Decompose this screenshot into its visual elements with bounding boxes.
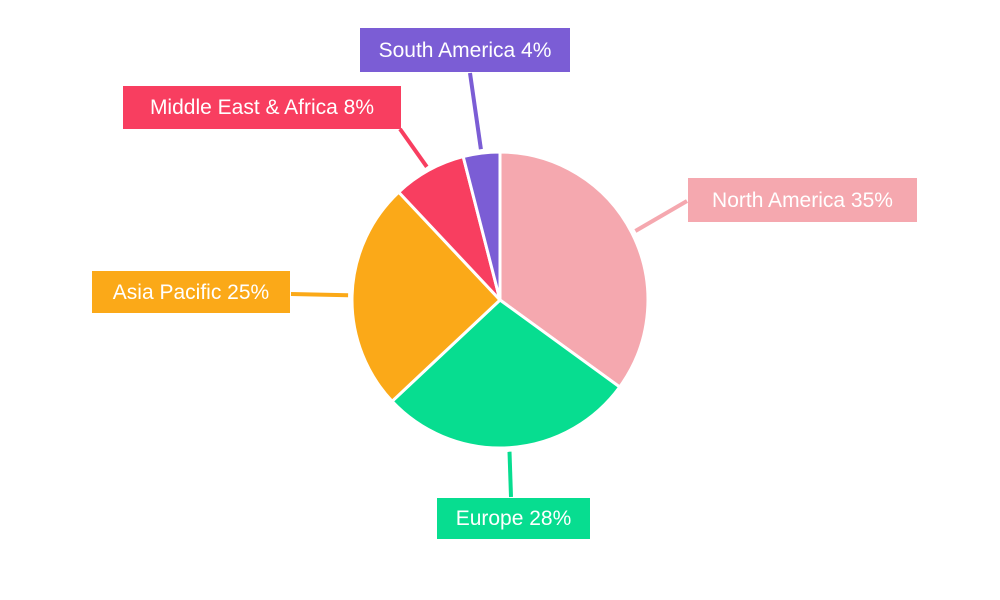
- callout-asia-pacific: Asia Pacific 25%: [92, 271, 290, 313]
- leader-line-middle-east-africa: [398, 127, 429, 168]
- leader-line-europe: [507, 451, 513, 498]
- pie-slice-north-america[interactable]: [498, 150, 650, 389]
- callout-south-america: South America 4%: [360, 28, 570, 72]
- leader-line-north-america: [634, 199, 689, 233]
- pie-slice-europe[interactable]: [390, 298, 622, 450]
- pie-slice-asia-pacific[interactable]: [350, 190, 502, 403]
- leader-line-south-america: [468, 72, 483, 150]
- leader-line-asia-pacific: [290, 292, 349, 298]
- callout-middle-east-africa: Middle East & Africa 8%: [123, 86, 401, 129]
- callout-europe: Europe 28%: [437, 498, 590, 539]
- callout-north-america: North America 35%: [688, 178, 917, 222]
- pie-slice-south-america[interactable]: [461, 150, 502, 302]
